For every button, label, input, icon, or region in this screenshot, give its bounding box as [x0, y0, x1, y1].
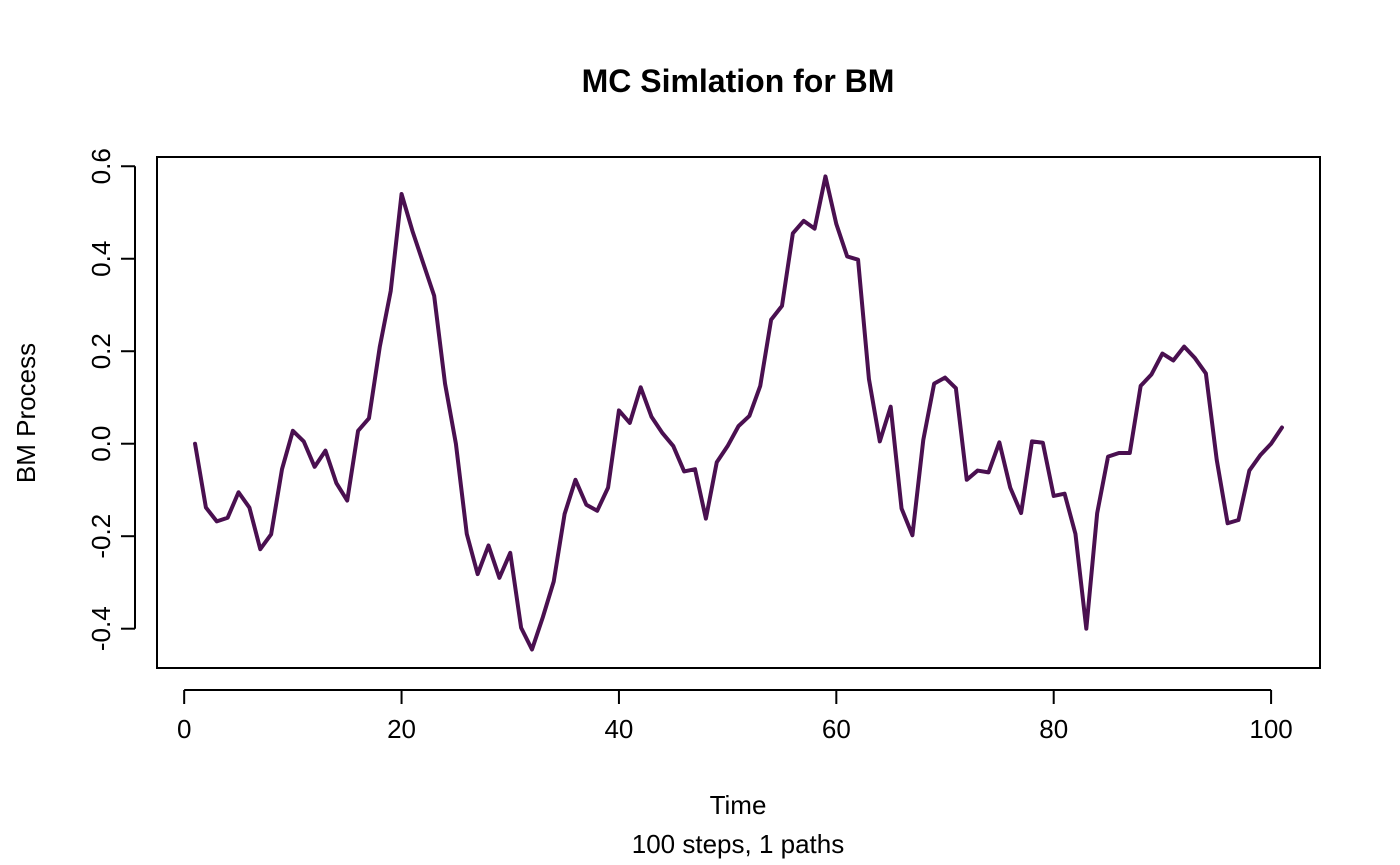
- y-axis: -0.4 -0.2 0.0 0.2 0.4 0.6: [86, 148, 136, 651]
- y-axis-label: BM Process: [11, 343, 41, 483]
- x-axis: 0 20 40 60 80 100: [177, 689, 1293, 744]
- x-tick-label: 80: [1039, 714, 1068, 744]
- x-tick-label: 0: [177, 714, 191, 744]
- y-tick-label: 0.4: [86, 241, 116, 277]
- y-tick-label: 0.2: [86, 333, 116, 369]
- series-group: [193, 174, 1284, 652]
- y-tick-label: 0.6: [86, 148, 116, 184]
- series-line: [193, 174, 1284, 652]
- x-tick-label: 60: [822, 714, 851, 744]
- x-tick-label: 100: [1249, 714, 1292, 744]
- chart-subtitle: 100 steps, 1 paths: [632, 829, 844, 859]
- x-tick-label: 20: [387, 714, 416, 744]
- plot-frame: [156, 156, 1321, 669]
- chart-title: MC Simlation for BM: [582, 63, 895, 99]
- y-tick-label: -0.2: [86, 514, 116, 559]
- x-axis-label: Time: [710, 790, 767, 820]
- y-tick-label: -0.4: [86, 606, 116, 651]
- y-tick-label: 0.0: [86, 426, 116, 462]
- x-tick-label: 40: [604, 714, 633, 744]
